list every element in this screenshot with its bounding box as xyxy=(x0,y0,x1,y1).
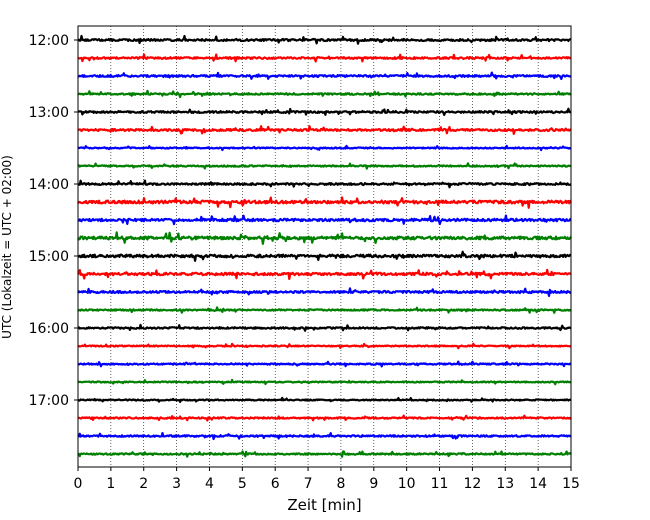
trace-1315 xyxy=(77,125,572,135)
y-tick-label: 14:00 xyxy=(29,177,69,193)
x-tick-label: 2 xyxy=(139,476,148,492)
trace-1700 xyxy=(77,396,572,403)
x-tick-label: 8 xyxy=(336,476,345,492)
trace-1645 xyxy=(77,378,572,386)
trace-1730 xyxy=(77,432,572,441)
x-tick-label: 7 xyxy=(304,476,313,492)
trace-1445 xyxy=(77,231,572,245)
x-tick-label: 13 xyxy=(496,476,514,492)
trace-1345 xyxy=(77,162,572,170)
trace-1745 xyxy=(77,450,572,458)
x-axis-ticks: 0 1 2 3 4 5 6 7 8 9 10 11 12 13 14 15 xyxy=(74,467,580,492)
x-tick-label: 4 xyxy=(205,476,214,492)
x-tick-label: 1 xyxy=(106,476,115,492)
plot-frame xyxy=(77,25,572,468)
trace-1615 xyxy=(77,342,572,350)
x-axis-label: Zeit [min] xyxy=(287,496,361,514)
y-axis-label: UTC (Lokalzeit = UTC + 02:00) xyxy=(0,155,14,339)
trace-rows xyxy=(77,34,572,458)
trace-1330 xyxy=(77,144,572,152)
y-tick-label: 17:00 xyxy=(29,393,69,409)
y-tick-label: 13:00 xyxy=(29,105,69,121)
x-tick-label: 3 xyxy=(172,476,181,492)
trace-1530 xyxy=(77,287,572,297)
trace-1515 xyxy=(77,268,572,280)
trace-1245 xyxy=(77,89,572,99)
x-tick-label: 6 xyxy=(271,476,280,492)
x-tick-label: 11 xyxy=(431,476,449,492)
trace-1500 xyxy=(77,250,572,262)
trace-1300 xyxy=(77,107,572,116)
x-tick-label: 15 xyxy=(562,476,580,492)
trace-1230 xyxy=(77,71,572,81)
y-axis-ticks: 12:00 13:00 14:00 15:00 16:00 17:00 xyxy=(29,33,78,409)
trace-1430 xyxy=(77,214,572,226)
x-tick-label: 0 xyxy=(74,476,83,492)
trace-1200 xyxy=(77,34,572,45)
trace-1600 xyxy=(77,323,572,332)
trace-1545 xyxy=(77,306,572,314)
x-tick-label: 10 xyxy=(398,476,416,492)
x-tick-label: 9 xyxy=(369,476,378,492)
x-tick-label: 12 xyxy=(463,476,481,492)
trace-1415 xyxy=(77,196,572,209)
trace-1215 xyxy=(77,53,572,63)
y-tick-label: 15:00 xyxy=(29,249,69,265)
trace-1400 xyxy=(77,179,572,189)
trace-1630 xyxy=(77,360,572,368)
trace-1715 xyxy=(77,414,572,422)
y-tick-label: 12:00 xyxy=(29,33,69,49)
y-tick-label: 16:00 xyxy=(29,321,69,337)
x-tick-label: 14 xyxy=(529,476,547,492)
x-tick-label: 5 xyxy=(238,476,247,492)
